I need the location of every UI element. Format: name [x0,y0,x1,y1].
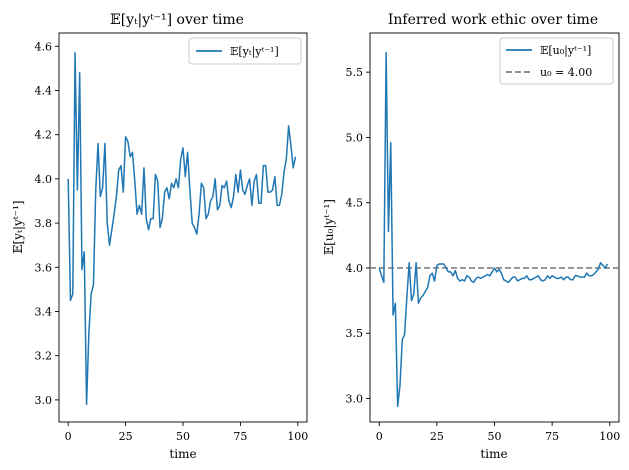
chart-right: Inferred work ethic over time 3.0 3.5 4.0 4… [322,12,620,461]
chart-left: 𝔼[yₜ|yᵗ⁻¹] over time 3.0 3.2 3.4 3.6 3.8 4.0 4… [11,12,308,461]
chart-right-xtick-label: 50 [488,430,502,443]
chart-right-ytick-label: 3.5 [346,327,364,340]
chart-left-x-axis: 0 25 50 75 100 [65,422,308,443]
chart-right-ylabel: 𝔼[u₀|yᵗ⁻¹] [322,199,336,255]
chart-left-ytick-label: 4.0 [35,173,53,186]
chart-right-xlabel: time [480,447,507,461]
chart-left-ylabel: 𝔼[yₜ|yᵗ⁻¹] [11,200,25,253]
chart-right-series-line [378,51,609,408]
chart-right-ytick-label: 3.0 [346,393,364,406]
chart-right-ytick-label: 4.5 [346,197,364,210]
chart-left-ytick-label: 3.2 [35,350,53,363]
chart-left-ytick-label: 3.4 [35,305,53,318]
chart-left-legend: 𝔼[yₜ|yᵗ⁻¹] [188,37,302,65]
chart-right-series [370,51,619,408]
chart-right-legend-label-expected: 𝔼[u₀|yᵗ⁻¹] [540,44,591,58]
chart-right-legend-label-reference: u₀ = 4.00 [540,66,592,79]
chart-left-ytick-label: 4.6 [35,40,53,53]
chart-left-xtick-label: 100 [287,430,308,443]
chart-left-series [67,52,297,406]
chart-left-plot-area [58,32,308,423]
chart-right-x-axis: 0 25 50 75 100 [376,422,620,443]
chart-left-ytick-label: 3.8 [35,217,53,230]
chart-right-plot-area [369,32,620,423]
chart-left-ytick-label: 3.0 [35,394,53,407]
chart-left-xtick-label: 75 [233,430,247,443]
chart-right-xtick-label: 25 [430,430,444,443]
chart-left-y-axis: 3.0 3.2 3.4 3.6 3.8 4.0 4.2 4.4 4.6 [35,40,59,407]
chart-left-xtick-label: 0 [65,430,72,443]
chart-right-y-axis: 3.0 3.5 4.0 4.5 5.0 5.5 [346,66,370,406]
chart-left-legend-label: 𝔼[yₜ|yᵗ⁻¹] [230,45,279,59]
chart-right-xtick-label: 75 [545,430,559,443]
chart-right-legend: 𝔼[u₀|yᵗ⁻¹] u₀ = 4.00 [499,37,614,85]
chart-right-xtick-label: 0 [376,430,383,443]
chart-left-xtick-label: 50 [176,430,190,443]
chart-right-ytick-label: 5.0 [346,131,364,144]
chart-left-ytick-label: 4.2 [35,129,53,142]
chart-right-ytick-label: 4.0 [346,262,364,275]
chart-left-title: 𝔼[yₜ|yᵗ⁻¹] over time [110,12,244,28]
chart-right-ytick-label: 5.5 [346,66,364,79]
chart-left-series-line [67,52,297,406]
chart-left-xtick-label: 25 [119,430,133,443]
chart-left-legend-box [188,37,302,65]
chart-left-xlabel: time [169,447,196,461]
chart-left-ytick-label: 4.4 [35,84,53,97]
chart-right-xtick-label: 100 [599,430,620,443]
chart-left-ytick-label: 3.6 [35,261,53,274]
chart-right-title: Inferred work ethic over time [388,12,598,28]
